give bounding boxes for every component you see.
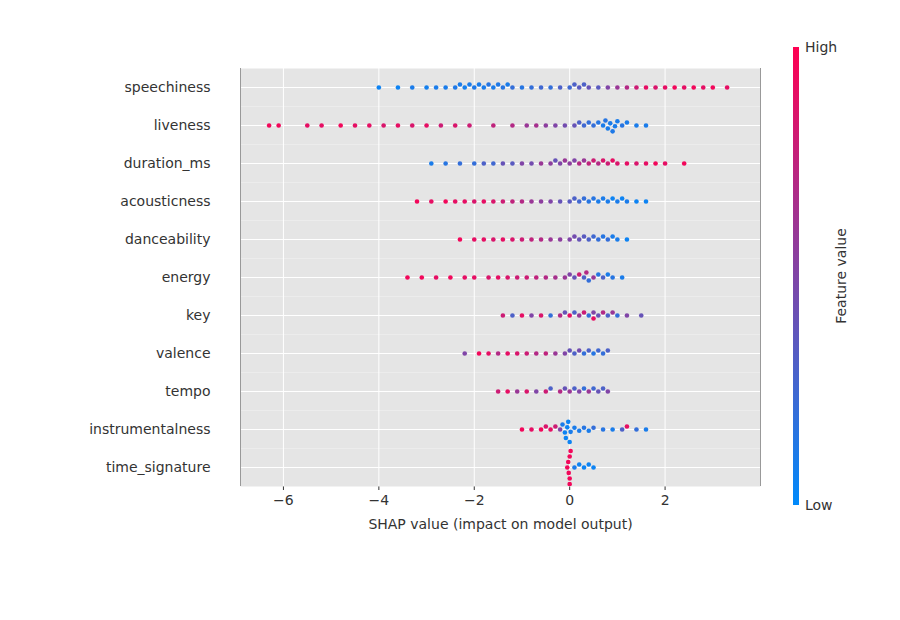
svg-text:High: High bbox=[805, 39, 837, 55]
svg-text:−2: −2 bbox=[464, 492, 485, 508]
svg-text:speechiness: speechiness bbox=[125, 79, 211, 95]
svg-text:key: key bbox=[186, 307, 211, 323]
svg-text:tempo: tempo bbox=[165, 383, 210, 399]
svg-text:−6: −6 bbox=[273, 492, 294, 508]
svg-text:2: 2 bbox=[661, 492, 670, 508]
svg-text:danceability: danceability bbox=[125, 231, 211, 247]
svg-text:instrumentalness: instrumentalness bbox=[89, 421, 210, 437]
svg-text:energy: energy bbox=[162, 269, 211, 285]
svg-text:acousticness: acousticness bbox=[120, 193, 210, 209]
svg-text:Feature value: Feature value bbox=[833, 228, 849, 324]
svg-text:0: 0 bbox=[565, 492, 574, 508]
svg-text:time_signature: time_signature bbox=[106, 459, 211, 475]
svg-text:−4: −4 bbox=[369, 492, 390, 508]
svg-text:Low: Low bbox=[805, 497, 833, 513]
svg-text:valence: valence bbox=[156, 345, 211, 361]
svg-text:SHAP value (impact on model ou: SHAP value (impact on model output) bbox=[368, 516, 632, 532]
svg-text:duration_ms: duration_ms bbox=[124, 155, 211, 171]
svg-text:liveness: liveness bbox=[154, 117, 211, 133]
